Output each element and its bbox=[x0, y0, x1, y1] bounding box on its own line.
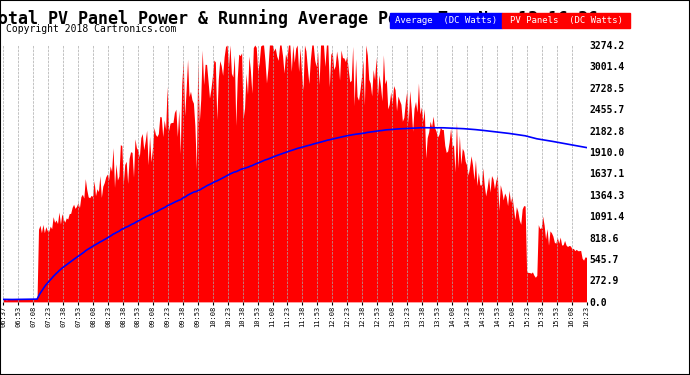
Text: Average  (DC Watts): Average (DC Watts) bbox=[395, 16, 497, 25]
Text: Copyright 2018 Cartronics.com: Copyright 2018 Cartronics.com bbox=[6, 24, 176, 34]
Text: PV Panels  (DC Watts): PV Panels (DC Watts) bbox=[510, 16, 622, 25]
Text: Total PV Panel Power & Running Average Power Tue Nov 13 16:36: Total PV Panel Power & Running Average P… bbox=[0, 9, 598, 28]
